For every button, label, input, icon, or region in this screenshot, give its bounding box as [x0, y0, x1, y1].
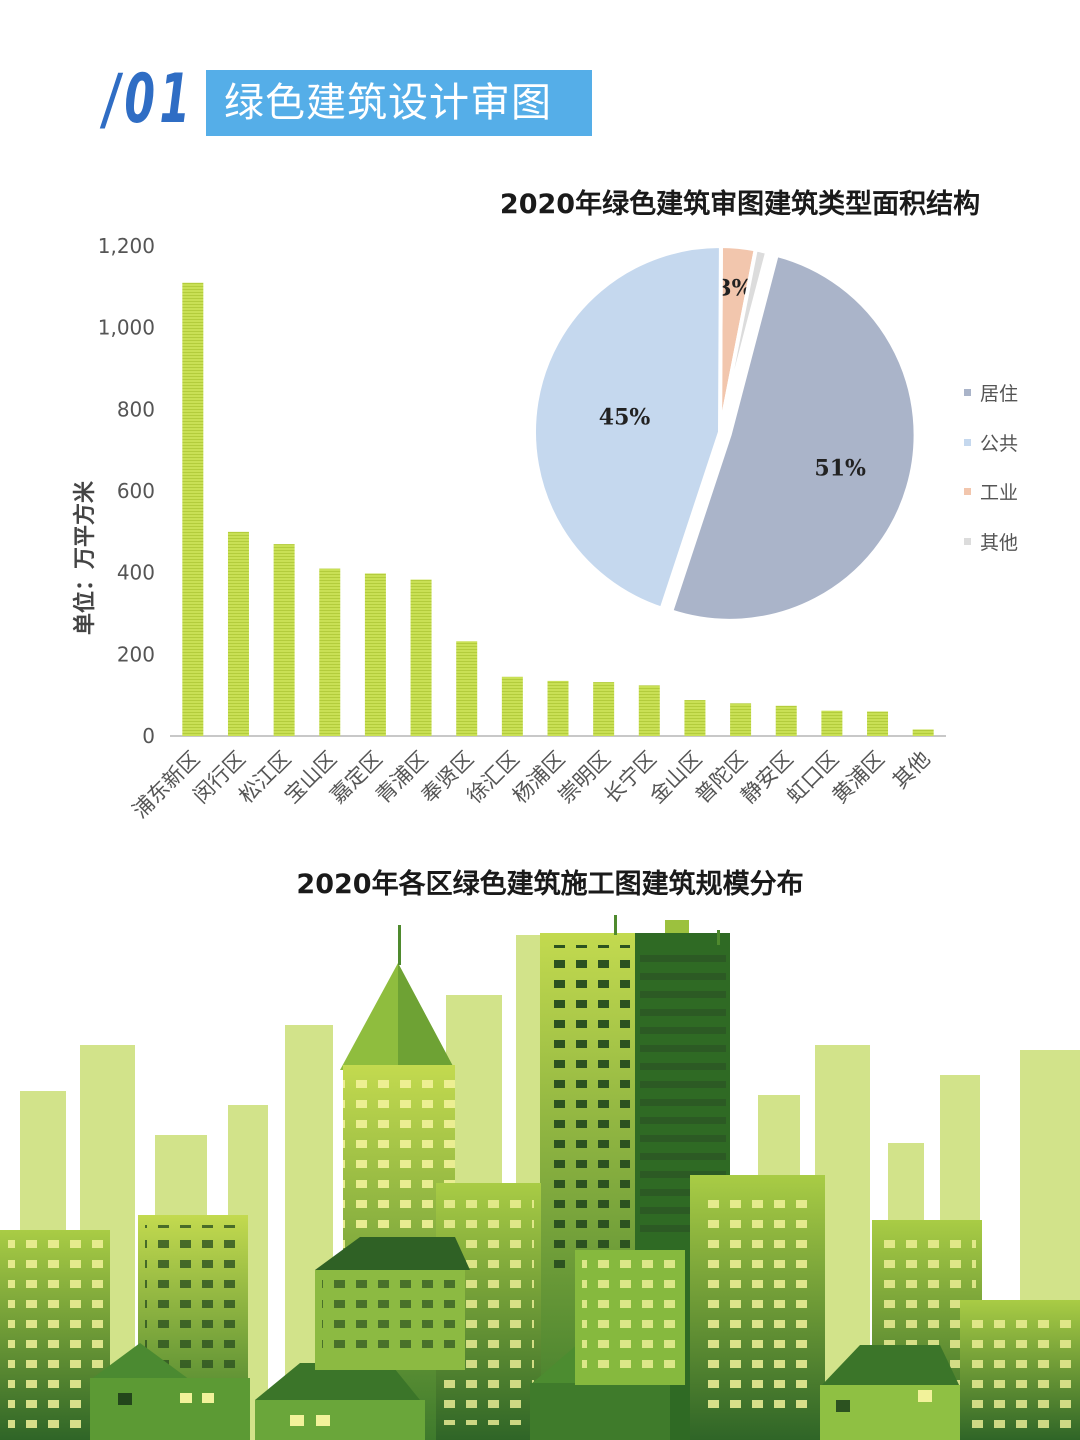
foreground-houses	[90, 1237, 1080, 1440]
section-number: /01	[104, 60, 195, 139]
bar	[410, 579, 432, 736]
pie-data-label: 45%	[599, 404, 651, 430]
pie-data-label: 51%	[814, 456, 866, 482]
legend-swatch	[964, 537, 971, 545]
bar	[501, 676, 523, 736]
city-skyline-illustration	[0, 915, 1080, 1440]
bar	[867, 711, 889, 736]
legend-label: 居住	[980, 383, 1019, 406]
legend-item: 其他	[964, 517, 1018, 567]
y-tick-label: 1,000	[98, 316, 155, 340]
legend-label: 其他	[980, 531, 1019, 554]
legend-label: 工业	[980, 482, 1019, 505]
bar	[593, 682, 615, 736]
bar	[227, 531, 249, 736]
legend-item: 工业	[964, 467, 1018, 517]
legend-item: 公共	[964, 418, 1018, 468]
bar	[821, 710, 843, 736]
bar-chart: 02004006008001,0001,200单位：万平方米浦东新区闵行区松江区…	[72, 234, 946, 823]
y-tick-label: 600	[117, 479, 155, 503]
pie-slice	[718, 247, 770, 433]
legend-item: 居住	[964, 368, 1018, 418]
bar-chart-title: 2020年各区绿色建筑施工图建筑规模分布	[296, 869, 804, 900]
bar	[775, 705, 797, 736]
pie-legend: 居住 公共 工业 其他	[964, 368, 1018, 566]
legend-swatch	[964, 438, 971, 446]
y-tick-label: 0	[142, 724, 155, 748]
bar	[364, 573, 386, 736]
pie-chart-title: 2020年绿色建筑审图建筑类型面积结构	[499, 189, 981, 220]
legend-swatch	[964, 389, 971, 397]
section-title: 绿色建筑设计审图	[206, 70, 592, 136]
pie-slice	[668, 252, 918, 623]
y-axis-label: 单位：万平方米	[72, 480, 98, 635]
bar	[319, 568, 341, 736]
bar	[638, 685, 660, 736]
y-tick-label: 1,200	[98, 234, 155, 258]
y-tick-label: 800	[117, 397, 155, 421]
bar	[273, 544, 295, 736]
x-tick-label: 其他	[888, 747, 935, 794]
y-tick-label: 200	[117, 642, 155, 666]
legend-label: 公共	[980, 432, 1019, 455]
y-tick-label: 400	[117, 561, 155, 585]
bar	[684, 700, 706, 736]
bar	[182, 282, 204, 736]
x-tick-label: 浦东新区	[128, 747, 204, 823]
legend-swatch	[964, 488, 971, 496]
pie-slice	[532, 244, 723, 612]
bar	[456, 641, 478, 736]
bar	[912, 729, 934, 736]
x-tick-label: 黄浦区	[828, 747, 890, 809]
pie-chart: 3%1%51%45%	[532, 243, 918, 623]
bar	[730, 703, 752, 736]
bar	[547, 680, 569, 736]
